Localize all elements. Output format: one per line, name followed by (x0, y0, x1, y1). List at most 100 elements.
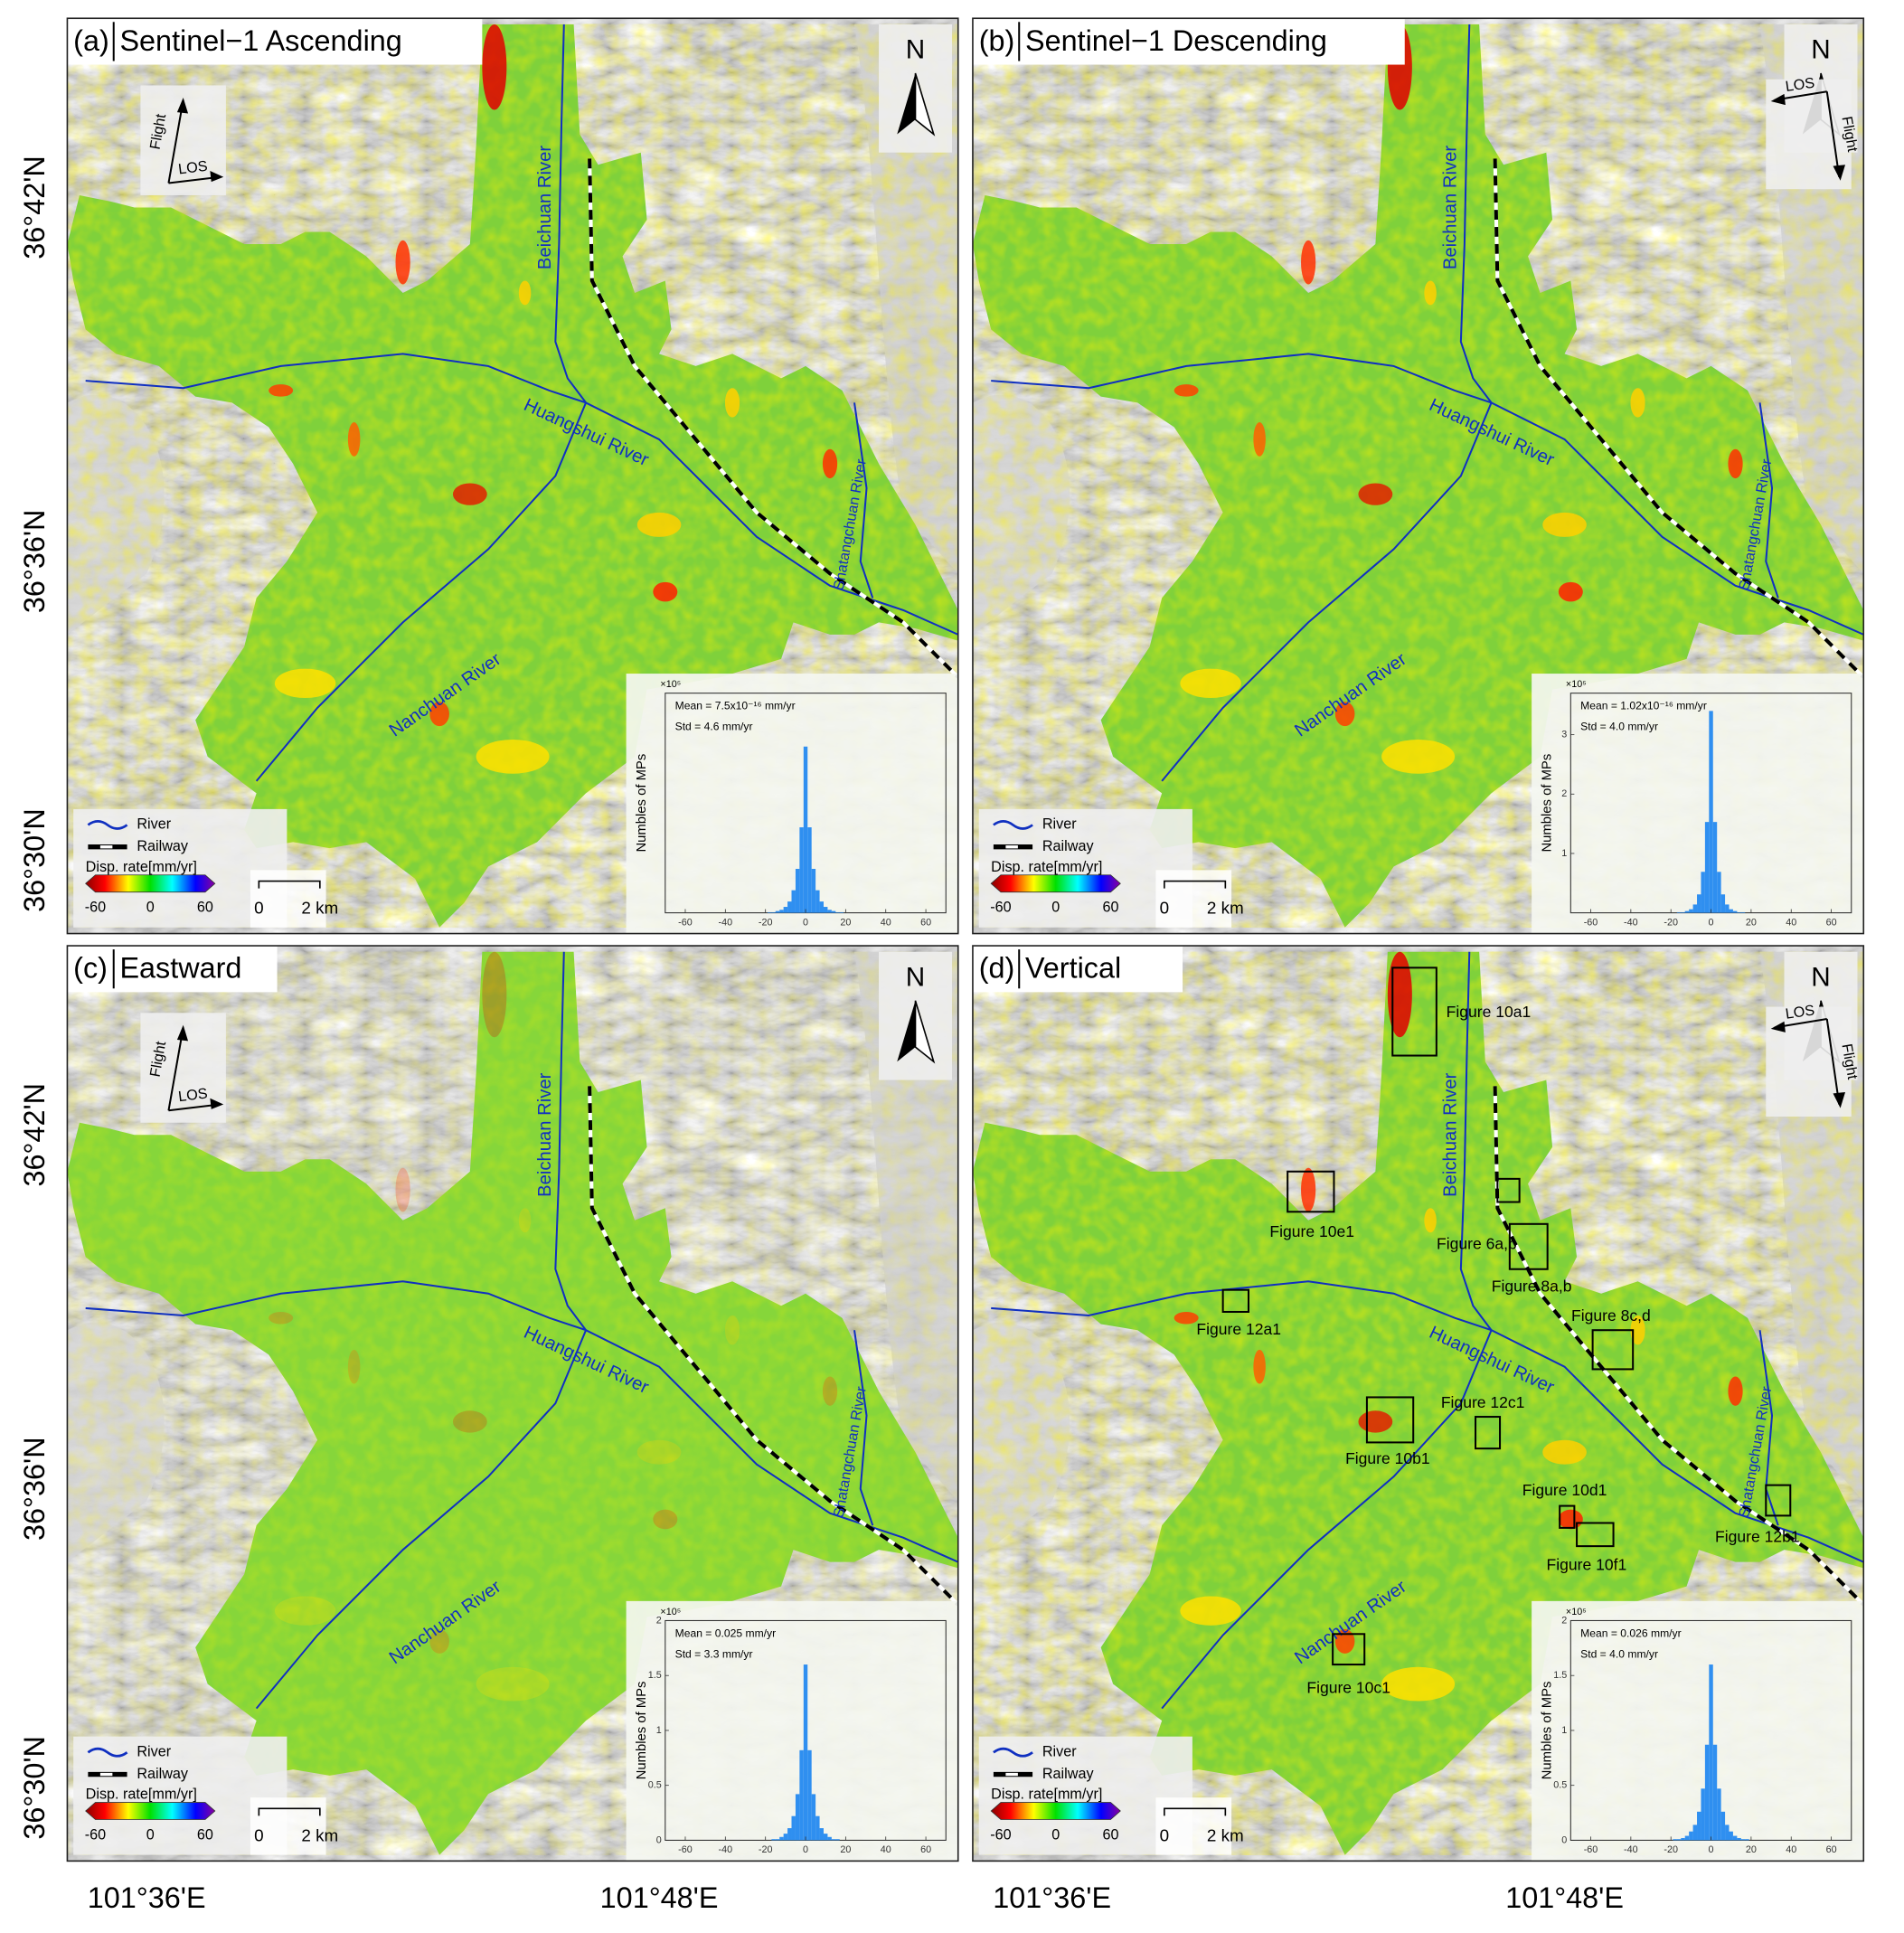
figure-box-label: Figure 6a,b (1437, 1234, 1517, 1252)
title-background (972, 946, 1183, 993)
deformation-spot (1381, 1666, 1456, 1702)
histogram-bar (819, 901, 824, 913)
histogram-multiplier: ×10⁵ (660, 679, 681, 690)
histogram-bar (1712, 1744, 1718, 1841)
north-arrow-left (897, 72, 916, 135)
deformation-spot (452, 1410, 487, 1433)
histogram-bar (1697, 894, 1701, 913)
histogram-bar (807, 1749, 812, 1841)
x-tick-label: 0 (803, 1844, 808, 1855)
histogram-std: Std = 4.0 mm/yr (1580, 1647, 1658, 1660)
histogram-mean: Mean = 0.025 mm/yr (675, 1627, 777, 1640)
valley (67, 1322, 165, 1562)
river-label: Beichuan River (1440, 146, 1460, 269)
histogram-bar (811, 869, 816, 913)
histogram-ylabel: Numbles of MPs (635, 754, 649, 853)
colorbar (85, 874, 216, 893)
y-tick-label: 0 (656, 1834, 662, 1845)
panel-frame (972, 17, 1865, 935)
north-label: N (906, 35, 925, 65)
figure-box (1591, 1329, 1635, 1371)
figure-box (1221, 1288, 1250, 1313)
histogram-bar (1729, 1831, 1733, 1841)
scale-box (250, 870, 326, 928)
colorbar (990, 874, 1121, 893)
histogram-bar (771, 1839, 776, 1841)
histogram-bar (787, 1828, 792, 1841)
deformation-spot (482, 24, 507, 110)
x-tick-label: 40 (881, 917, 891, 928)
river (1758, 1330, 1779, 1526)
flight-arrow (167, 1027, 184, 1111)
colorbar-tick-label: -60 (85, 1826, 106, 1843)
deformation-spot (274, 1596, 336, 1626)
x-tick-label: -40 (1624, 917, 1638, 928)
x-tick-label: 20 (1746, 917, 1757, 928)
deformation-spot (822, 448, 838, 479)
histogram-bar (1684, 1835, 1690, 1841)
x-tick-label: 0 (1709, 1844, 1714, 1855)
deformation-spot (1253, 422, 1266, 457)
colorbar-tick-label: 60 (197, 899, 213, 915)
y-tick-label: 1 (656, 1725, 662, 1736)
histogram-multiplier: ×10⁵ (1566, 1607, 1587, 1617)
river (853, 402, 874, 599)
histogram-bar (815, 1815, 820, 1841)
x-tick-label: 40 (881, 1844, 891, 1855)
histogram-mean: Mean = 7.5x10⁻¹⁶ mm/yr (675, 700, 796, 712)
river (255, 402, 588, 782)
river (554, 951, 587, 1331)
histogram-ylabel: Numbles of MPs (635, 1682, 649, 1780)
deformation-spot (429, 1628, 449, 1654)
deformation-spot (636, 1439, 682, 1465)
histogram-bar (1692, 904, 1698, 913)
deformation-spot (476, 739, 550, 774)
deformation-spot (1424, 280, 1437, 306)
river (255, 1329, 588, 1710)
y-tick-label: 1.5 (648, 1670, 662, 1681)
histogram-bar (1689, 909, 1693, 913)
north-label: N (906, 962, 925, 992)
histogram-mean: Mean = 0.026 mm/yr (1580, 1627, 1682, 1640)
deformation-spot (274, 668, 336, 699)
legend-river-symbol (993, 1747, 1033, 1758)
x-tick-label: -40 (719, 1844, 733, 1855)
flight-arrow (1825, 1018, 1841, 1105)
histogram-bar (1673, 1839, 1677, 1841)
river-label: Beichuan River (1440, 1072, 1460, 1196)
scale-end: 2 km (301, 1826, 338, 1845)
figure-box-label: Figure 8c,d (1571, 1306, 1651, 1325)
figure-box-label: Figure 10f1 (1547, 1555, 1627, 1573)
river-label: Beichuan River (535, 1072, 555, 1196)
panel-frame (972, 945, 1865, 1862)
los-head (1770, 1021, 1786, 1033)
y-tick-label: 0.5 (648, 1780, 662, 1791)
deformation-spot (476, 1666, 550, 1702)
panel-title: Sentinel−1 Descending (1025, 24, 1327, 57)
x-tick-label: 60 (920, 1844, 931, 1855)
legend-railway: Railway (1042, 838, 1095, 854)
deformation-spot (347, 422, 361, 457)
histogram-bar (1697, 1811, 1701, 1841)
river (1161, 1329, 1493, 1710)
histogram-std: Std = 3.3 mm/yr (675, 1647, 753, 1660)
deformation-spot (1558, 1509, 1583, 1530)
longitude-label: 101°36'E (88, 1881, 206, 1914)
latitude-label: 36°30'N (18, 808, 51, 912)
histogram-bar (815, 890, 820, 913)
deformation-spot (1180, 1596, 1241, 1626)
river (1161, 402, 1493, 782)
histogram-background (626, 674, 958, 934)
x-tick-label: -60 (1584, 1844, 1598, 1855)
histogram-bar (787, 901, 792, 913)
panel-label: (b) (979, 24, 1015, 57)
histogram-bar (827, 910, 832, 913)
north-arrow-right (914, 1000, 936, 1064)
flight-head (1833, 165, 1846, 181)
figure-box-label: Figure 12b1 (1715, 1527, 1800, 1545)
flight-arrow (1825, 91, 1841, 177)
scale-end: 2 km (1207, 900, 1244, 919)
deformation-spot (395, 1167, 410, 1212)
